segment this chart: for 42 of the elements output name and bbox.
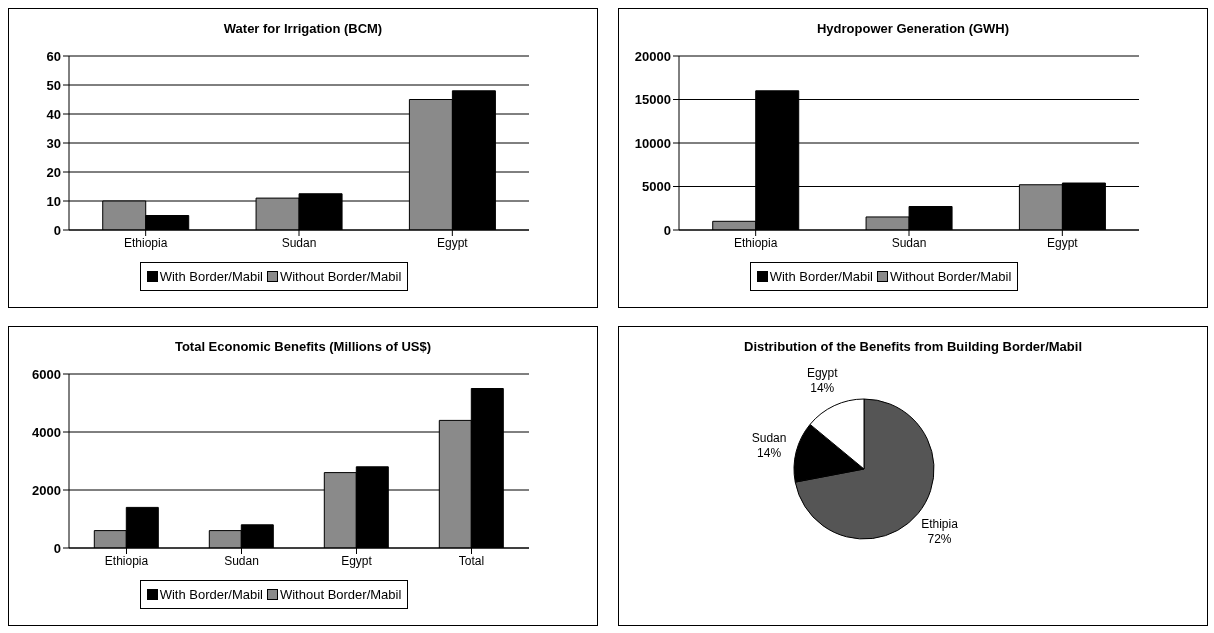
slice-label: Egypt bbox=[806, 366, 839, 381]
x-tick-label: Ethiopia bbox=[123, 235, 168, 250]
y-tick-label: 4000 bbox=[32, 424, 61, 440]
slice-label: Ethipia bbox=[921, 517, 959, 532]
x-tick-label: Sudan bbox=[224, 553, 259, 568]
y-tick-label: 40 bbox=[46, 106, 61, 122]
x-tick-label: Egypt bbox=[1046, 235, 1079, 250]
y-tick-label: 50 bbox=[46, 77, 61, 93]
legend-label: With Border/Mabil bbox=[159, 587, 263, 602]
legend-label: With Border/Mabil bbox=[769, 269, 873, 284]
x-tick-label: Total bbox=[458, 553, 485, 568]
y-tick-label: 15000 bbox=[634, 92, 671, 108]
slice-label: Sudan bbox=[751, 430, 787, 445]
chart-title: Hydropower Generation (GWH) bbox=[815, 21, 1011, 36]
y-tick-label: 60 bbox=[46, 48, 61, 64]
y-tick-label: 0 bbox=[663, 222, 671, 238]
y-tick-label: 30 bbox=[46, 135, 61, 151]
x-tick-label: Ethiopia bbox=[733, 235, 778, 250]
legend-label: Without Border/Mabil bbox=[279, 269, 402, 284]
y-tick-label: 20 bbox=[46, 164, 61, 180]
y-tick-label: 10 bbox=[46, 193, 61, 209]
chart-title: Water for Irrigation (BCM) bbox=[222, 21, 384, 36]
x-tick-label: Egypt bbox=[341, 553, 373, 568]
x-tick-label: Ethiopia bbox=[104, 553, 149, 568]
y-tick-label: 0 bbox=[53, 222, 61, 238]
x-tick-label: Sudan bbox=[281, 235, 317, 250]
chart-title: Distribution of the Benefits from Building Border/Mabil bbox=[743, 339, 1083, 354]
y-tick-label: 2000 bbox=[32, 482, 61, 498]
legend-label: With Border/Mabil bbox=[159, 269, 263, 284]
data-label: 14% bbox=[757, 445, 782, 460]
chart-title: Total Economic Benefits (Millions of US$) bbox=[173, 339, 433, 354]
y-tick-label: 6000 bbox=[32, 366, 61, 382]
legend-label: Without Border/Mabil bbox=[889, 269, 1012, 284]
y-tick-label: 20000 bbox=[634, 48, 671, 64]
data-label: 14% bbox=[810, 381, 835, 396]
x-tick-label: Egypt bbox=[436, 235, 469, 250]
x-tick-label: Sudan bbox=[891, 235, 927, 250]
y-tick-label: 0 bbox=[53, 540, 61, 556]
y-tick-label: 10000 bbox=[634, 135, 671, 151]
y-tick-label: 5000 bbox=[642, 179, 671, 195]
legend-label: Without Border/Mabil bbox=[279, 587, 402, 602]
data-label: 72% bbox=[927, 532, 952, 547]
